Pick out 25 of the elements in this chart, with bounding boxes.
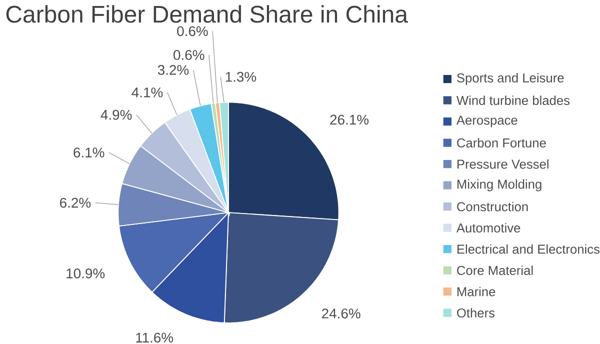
data-label: 11.6% <box>136 332 174 343</box>
data-label: 4.9% <box>100 110 132 120</box>
legend-label: Automotive <box>456 223 520 232</box>
legend-label: Carbon Fortune <box>457 138 546 148</box>
legend-label: Others <box>457 308 495 318</box>
legend-label: Sports and Leisure <box>457 72 564 85</box>
legend-label: Pressure Vessel <box>457 159 548 169</box>
data-label: 10.9% <box>66 268 105 278</box>
legend-label: Electrical and Electronics <box>457 244 600 254</box>
legend-label: Core Material <box>457 266 533 275</box>
data-label: 0.6% <box>174 50 204 60</box>
data-label: 3.2% <box>158 64 189 75</box>
data-label: 1.3% <box>226 72 256 82</box>
legend-label: Marine <box>457 286 496 296</box>
legend-label: Aerospace <box>456 116 518 128</box>
data-label: 6.2% <box>60 198 91 208</box>
data-label: 6.1% <box>74 148 104 158</box>
data-label: 0.6% <box>177 26 208 36</box>
chart-title: Carbon Fiber Demand Share in China <box>6 5 408 23</box>
legend-label: Wind turbine blades <box>456 96 570 105</box>
legend-label: Mixing Molding <box>457 179 542 192</box>
legend-label: Construction <box>457 202 528 212</box>
data-label: 4.1% <box>132 88 163 98</box>
data-label: 24.6% <box>322 308 360 318</box>
data-label: 26.1% <box>330 114 369 125</box>
